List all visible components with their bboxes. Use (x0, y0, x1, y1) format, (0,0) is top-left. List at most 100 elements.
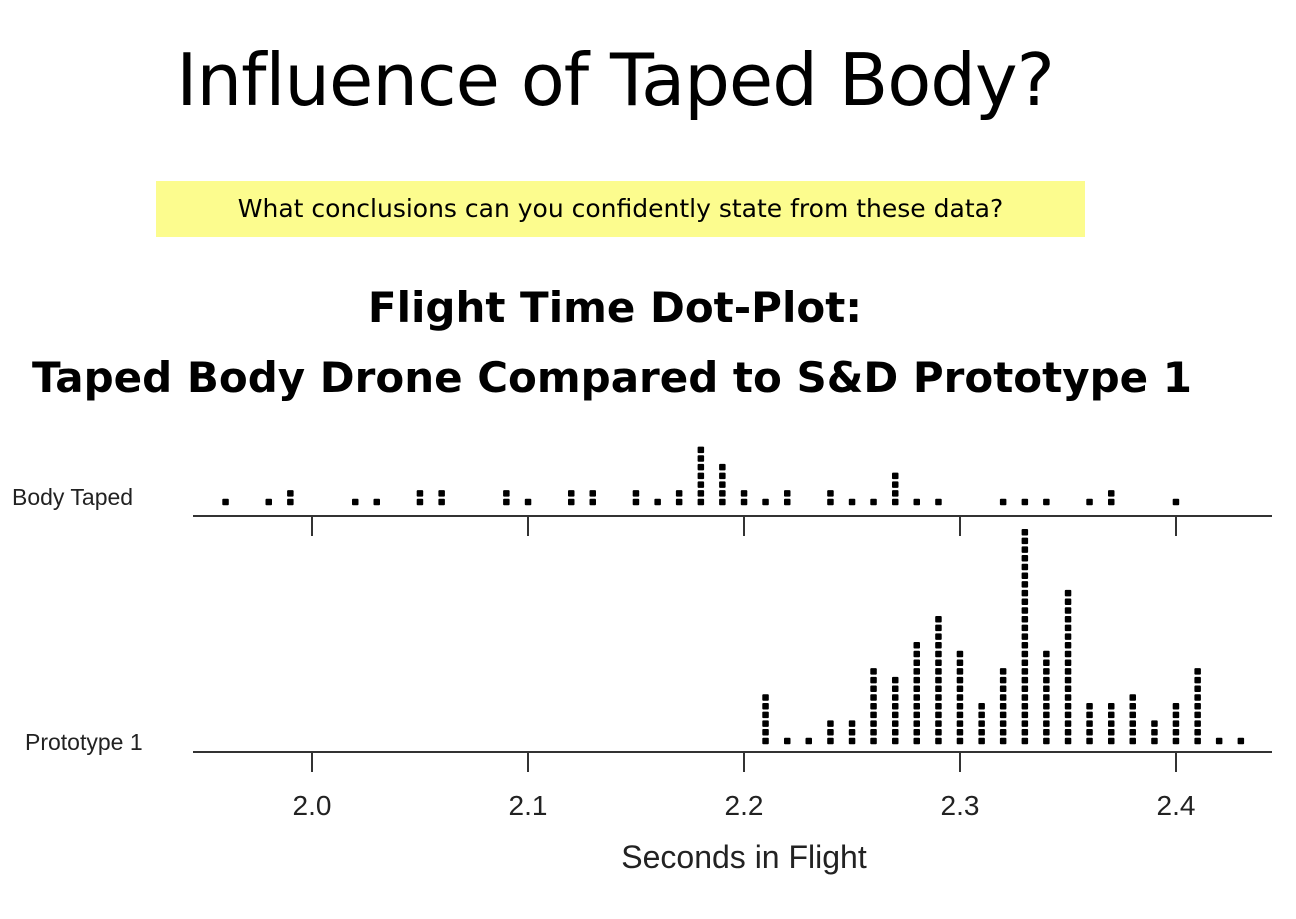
dot-prototype-1 (1021, 650, 1029, 658)
dot-prototype-1 (1064, 737, 1072, 745)
x-axis-label: Seconds in Flight (621, 839, 867, 875)
dot-prototype-1 (935, 642, 942, 649)
dot-prototype-1 (1021, 555, 1029, 562)
dot-body-taped (1108, 490, 1115, 497)
dot-body-taped (892, 498, 899, 506)
dot-prototype-1 (1021, 720, 1029, 727)
dot-prototype-1 (1064, 668, 1072, 675)
dot-body-taped (654, 498, 661, 506)
dot-prototype-1 (1043, 694, 1050, 701)
dot-prototype-1 (913, 668, 920, 675)
dot-prototype-1 (1021, 581, 1029, 588)
dot-prototype-1 (913, 729, 920, 736)
dot-body-taped (784, 498, 791, 506)
dot-body-taped (1172, 498, 1180, 506)
x-tick-label: 2.2 (725, 790, 764, 821)
dot-body-taped (697, 455, 705, 462)
dot-prototype-1 (827, 729, 834, 736)
dot-prototype-1 (870, 685, 877, 692)
dot-prototype-1 (1064, 607, 1072, 614)
dot-prototype-1 (956, 737, 964, 745)
dot-prototype-1 (892, 685, 899, 692)
dot-prototype-1 (1064, 598, 1072, 605)
dot-prototype-1 (1021, 676, 1029, 684)
dot-prototype-1 (1108, 729, 1115, 736)
dot-prototype-1 (1194, 711, 1201, 719)
dot-prototype-1 (935, 633, 942, 640)
dot-prototype-1 (1043, 676, 1050, 684)
dot-body-taped (719, 498, 726, 506)
dot-prototype-1 (956, 650, 964, 658)
dot-prototype-1 (1151, 729, 1158, 736)
dot-body-taped (438, 498, 445, 506)
dot-prototype-1 (870, 729, 877, 736)
dot-prototype-1 (956, 659, 964, 666)
dot-prototype-1 (935, 737, 942, 745)
dot-prototype-1 (935, 676, 942, 684)
dot-prototype-1 (870, 694, 877, 701)
dot-prototype-1 (1043, 703, 1050, 710)
dot-body-taped (265, 498, 272, 506)
dot-prototype-1 (999, 676, 1007, 684)
dot-prototype-1 (913, 659, 920, 666)
dot-prototype-1 (913, 737, 920, 745)
dot-body-taped (524, 498, 532, 506)
dot-prototype-1 (784, 737, 791, 745)
dot-prototype-1 (848, 720, 856, 727)
x-tick-label: 2.3 (941, 790, 980, 821)
dot-body-taped (589, 490, 596, 497)
dot-prototype-1 (1129, 729, 1136, 736)
dot-body-taped (740, 490, 748, 497)
dot-prototype-1 (1108, 711, 1115, 719)
dot-prototype-1 (1172, 729, 1180, 736)
dot-prototype-1 (935, 624, 942, 632)
dot-prototype-1 (913, 703, 920, 710)
dot-prototype-1 (805, 737, 812, 745)
dot-prototype-1 (1043, 650, 1050, 658)
dot-prototype-1 (762, 737, 769, 745)
dot-prototype-1 (1151, 720, 1158, 727)
dot-prototype-1 (935, 720, 942, 727)
dot-body-taped (1043, 498, 1050, 506)
dot-body-taped (697, 472, 705, 480)
dot-body-taped (1108, 498, 1115, 506)
dot-body-taped (697, 463, 705, 471)
dot-prototype-1 (913, 720, 920, 727)
dot-prototype-1 (1021, 711, 1029, 719)
data-dots (222, 446, 1245, 745)
dot-prototype-1 (1108, 703, 1115, 710)
dot-prototype-1 (913, 676, 920, 684)
dot-prototype-1 (935, 694, 942, 701)
dot-prototype-1 (1021, 703, 1029, 710)
dot-body-taped (719, 481, 726, 488)
dot-prototype-1 (1086, 720, 1093, 727)
dot-prototype-1 (1237, 737, 1245, 745)
dot-prototype-1 (1194, 703, 1201, 710)
dot-prototype-1 (1129, 737, 1136, 745)
dot-prototype-1 (978, 720, 985, 727)
dot-body-taped (438, 490, 445, 497)
dot-prototype-1 (1021, 633, 1029, 640)
dot-body-taped (416, 490, 424, 497)
dot-prototype-1 (935, 703, 942, 710)
dot-body-taped (287, 498, 294, 506)
dot-prototype-1 (892, 737, 899, 745)
dot-prototype-1 (956, 703, 964, 710)
dot-prototype-1 (827, 720, 834, 727)
dot-prototype-1 (956, 668, 964, 675)
dot-prototype-1 (1064, 659, 1072, 666)
dot-prototype-1 (1064, 711, 1072, 719)
dot-prototype-1 (870, 703, 877, 710)
dot-prototype-1 (827, 737, 834, 745)
dot-prototype-1 (999, 694, 1007, 701)
dot-prototype-1 (935, 659, 942, 666)
dot-prototype-1 (978, 703, 985, 710)
dot-body-taped (827, 490, 834, 497)
dot-prototype-1 (1043, 711, 1050, 719)
dot-body-taped (719, 472, 726, 480)
dot-prototype-1 (913, 685, 920, 692)
dot-body-taped (697, 446, 705, 454)
dot-prototype-1 (999, 703, 1007, 710)
dot-prototype-1 (892, 711, 899, 719)
dot-prototype-1 (1021, 607, 1029, 614)
